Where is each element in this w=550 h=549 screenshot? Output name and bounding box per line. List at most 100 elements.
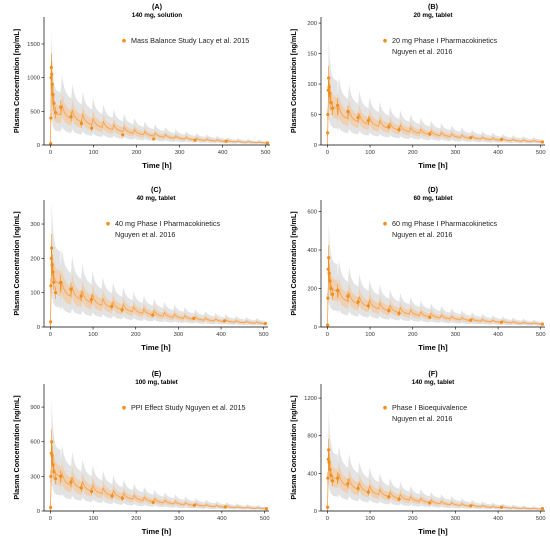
observed-point — [224, 139, 228, 143]
observed-point — [397, 497, 401, 501]
y-tick-label: 800 — [307, 434, 317, 440]
y-tick-label: 100 — [30, 291, 40, 297]
x-axis-label: Time [h] — [142, 161, 172, 170]
y-axis-label: Plasma Concentration [ng/mL] — [12, 395, 21, 499]
observed-point — [59, 105, 63, 109]
x-tick-label: 100 — [88, 332, 98, 338]
y-tick-label: 0 — [314, 325, 317, 331]
x-axis-label: Time [h] — [418, 527, 448, 536]
x-tick-label: 300 — [174, 332, 184, 338]
x-tick-label: 500 — [536, 332, 546, 338]
observed-point — [264, 507, 269, 511]
panel-c: (C)40 mg, tablet 0 100 200 300 0 100 200 300 400 5… — [12, 185, 269, 352]
observed-point — [330, 479, 335, 483]
x-tick-label: 400 — [493, 150, 503, 156]
y-tick-label: 200 — [307, 287, 317, 293]
x-tick-label: 500 — [260, 516, 270, 522]
legend-text: 60 mg Phase I Pharmacokinetics — [392, 219, 497, 228]
x-tick-label: 300 — [451, 150, 461, 156]
x-tick-label: 300 — [451, 516, 461, 522]
x-tick-label: 200 — [408, 332, 418, 338]
observed-point — [120, 308, 124, 312]
observed-point — [223, 505, 227, 509]
legend-text: Mass Balance Study Lacy et al. 2015 — [131, 36, 249, 45]
model-median-line — [50, 254, 267, 328]
y-tick-label: 200 — [30, 256, 40, 262]
observed-point — [152, 137, 156, 141]
observed-point — [50, 72, 54, 76]
x-tick-label: 0 — [326, 516, 329, 522]
x-tick-label: 0 — [326, 332, 329, 338]
x-tick-label: 200 — [132, 150, 142, 156]
x-tick-label: 400 — [218, 150, 228, 156]
observed-point — [469, 136, 473, 140]
panel-label: (C) — [151, 185, 162, 194]
y-tick-label: 0 — [314, 143, 317, 149]
x-axis-label: Time [h] — [141, 343, 171, 352]
model-median-line — [50, 77, 268, 146]
observed-point — [79, 121, 84, 126]
observed-point — [326, 131, 330, 135]
x-tick-label: 400 — [217, 516, 227, 522]
observed-point — [151, 313, 155, 317]
y-tick-label: 600 — [307, 210, 317, 216]
observed-point — [110, 494, 114, 498]
observed-point — [499, 320, 504, 324]
panel-title: 60 mg, tablet — [413, 195, 453, 202]
observed-point — [327, 256, 331, 260]
observed-point — [79, 486, 83, 490]
observed-point — [499, 505, 504, 509]
x-tick-label: 300 — [451, 332, 461, 338]
x-tick-label: 0 — [49, 150, 52, 156]
y-axis-label: Plasma Concentration [ng/mL] — [12, 29, 21, 133]
y-tick-label: 200 — [307, 21, 317, 27]
observed-point — [69, 480, 73, 484]
model-median-line — [50, 447, 268, 512]
x-tick-label: 300 — [174, 516, 184, 522]
observed-point — [193, 138, 197, 142]
panel-b: (B)20 mg, tablet 0 50 100 150 200 0 100 200 300 40… — [289, 2, 546, 170]
observed-point — [387, 309, 391, 313]
x-tick-label: 400 — [216, 332, 226, 338]
observed-point — [49, 284, 53, 288]
x-tick-label: 400 — [493, 332, 503, 338]
panel-a: (A)140 mg, solution 0 500 1000 1500 0 100 200 30… — [12, 2, 271, 170]
observed-point — [326, 296, 330, 300]
y-axis-label: Plasma Concentration [ng/mL] — [289, 395, 298, 499]
x-tick-label: 100 — [365, 150, 375, 156]
y-tick-label: 500 — [30, 109, 40, 115]
observed-point — [336, 288, 340, 293]
observed-point — [329, 473, 333, 477]
observed-point — [49, 116, 53, 120]
observed-point — [121, 133, 125, 137]
y-tick-label: 900 — [30, 405, 40, 411]
observed-point — [499, 137, 504, 142]
y-tick-label: 400 — [307, 471, 317, 477]
panel-title: 20 mg, tablet — [413, 12, 453, 19]
observed-point — [366, 490, 370, 494]
x-tick-label: 200 — [408, 150, 418, 156]
x-tick-label: 100 — [365, 332, 375, 338]
panel-e: (E)100 mg, tablet 0 300 600 900 0 100 200 300 400… — [12, 369, 270, 536]
x-tick-label: 400 — [493, 516, 503, 522]
observed-point — [69, 115, 73, 119]
observed-point — [110, 304, 114, 309]
x-tick-label: 200 — [131, 332, 141, 338]
observed-point — [326, 476, 330, 480]
observed-point — [52, 101, 56, 105]
observed-point — [50, 82, 54, 86]
y-tick-label: 400 — [307, 248, 317, 254]
observed-point — [265, 141, 270, 145]
observed-point — [59, 280, 63, 284]
panel-title: 140 mg, solution — [132, 12, 183, 19]
observed-point — [69, 287, 73, 291]
observed-point — [52, 280, 56, 284]
x-tick-label: 300 — [175, 150, 185, 156]
legend-text: Nguyen et al. 2016 — [392, 414, 452, 423]
model-median-line — [327, 83, 544, 146]
observed-point — [397, 311, 401, 316]
observed-point — [327, 448, 331, 452]
observed-point — [330, 292, 335, 296]
x-tick-label: 0 — [49, 516, 52, 522]
legend-marker — [122, 405, 126, 410]
